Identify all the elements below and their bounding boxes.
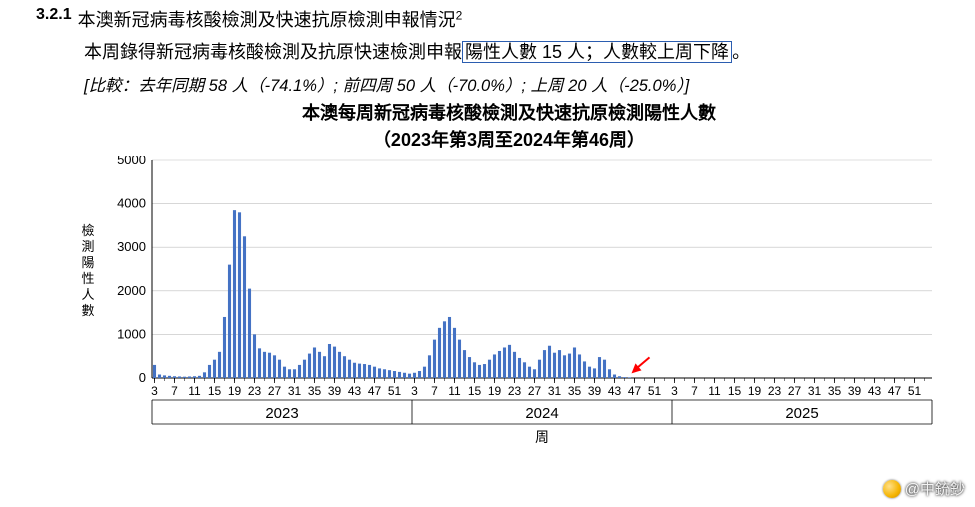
svg-text:7: 7	[171, 384, 178, 398]
svg-text:39: 39	[588, 384, 602, 398]
svg-text:43: 43	[608, 384, 622, 398]
section-title: 本澳新冠病毒核酸檢測及快速抗原檢測申報情況2	[78, 6, 463, 32]
svg-text:數: 數	[81, 303, 94, 318]
svg-text:人: 人	[81, 287, 94, 302]
cmp-lw-n: 20	[568, 77, 586, 95]
svg-text:2000: 2000	[117, 283, 146, 298]
chart-container: 本澳每周新冠病毒核酸檢測及快速抗原檢測陽性人數 （2023年第3周至2024年第…	[74, 100, 944, 480]
svg-text:31: 31	[288, 384, 302, 398]
svg-text:周: 周	[535, 429, 549, 445]
svg-text:11: 11	[708, 384, 721, 398]
svg-text:27: 27	[528, 384, 542, 398]
svg-text:2024: 2024	[525, 405, 558, 422]
svg-text:15: 15	[208, 384, 222, 398]
svg-text:19: 19	[488, 384, 502, 398]
svg-text:11: 11	[188, 384, 201, 398]
svg-text:11: 11	[448, 384, 461, 398]
svg-text:7: 7	[691, 384, 698, 398]
svg-text:31: 31	[548, 384, 562, 398]
cmp-p4-pct: 人（-70.0%）; 上周	[415, 77, 568, 95]
chart-title-line1: 本澳每周新冠病毒核酸檢測及快速抗原檢測陽性人數	[74, 100, 944, 127]
chart-title-line2: （2023年第3周至2024年第46周）	[74, 127, 944, 154]
svg-text:15: 15	[468, 384, 482, 398]
svg-text:35: 35	[828, 384, 842, 398]
svg-text:23: 23	[768, 384, 782, 398]
positive-count: 15	[542, 42, 562, 62]
body-line: 本周錄得新冠病毒核酸檢測及抗原快速檢測申報陽性人數 15 人；人數較上周下降。	[0, 38, 975, 64]
svg-text:1000: 1000	[117, 326, 146, 341]
svg-text:43: 43	[348, 384, 362, 398]
svg-text:35: 35	[568, 384, 582, 398]
svg-text:35: 35	[308, 384, 322, 398]
svg-text:5000: 5000	[117, 156, 146, 167]
svg-text:0: 0	[139, 370, 146, 385]
svg-text:測: 測	[81, 239, 94, 254]
svg-text:51: 51	[388, 384, 402, 398]
svg-text:檢: 檢	[81, 223, 94, 238]
weibo-icon	[883, 480, 901, 498]
box-post: 人；人數較上周下降	[562, 42, 729, 62]
svg-text:47: 47	[368, 384, 382, 398]
svg-text:27: 27	[788, 384, 802, 398]
cmp-ly-pct: 人（-74.1%）; 前四周	[227, 77, 397, 95]
svg-text:47: 47	[628, 384, 642, 398]
bar-chart: 0100020003000400050003711151923273135394…	[74, 156, 944, 486]
body-pre: 本周錄得新冠病毒核酸檢測及抗原快速檢測申報	[84, 42, 462, 62]
svg-text:23: 23	[508, 384, 522, 398]
watermark: @中銃鈔	[883, 478, 965, 499]
comparison-line: [比較：去年同期 58 人（-74.1%）; 前四周 50 人（-70.0%）;…	[0, 72, 975, 96]
svg-text:23: 23	[248, 384, 262, 398]
cmp-ly-n: 58	[209, 77, 227, 95]
section-number: 3.2.1	[0, 6, 78, 24]
box-pre: 陽性人數	[465, 42, 542, 62]
body-tail: 。	[732, 42, 750, 62]
svg-text:43: 43	[868, 384, 882, 398]
svg-text:陽: 陽	[81, 255, 94, 270]
svg-text:27: 27	[268, 384, 282, 398]
section-title-text: 本澳新冠病毒核酸檢測及快速抗原檢測申報情況	[78, 10, 456, 30]
cmp-p4-n: 50	[397, 77, 415, 95]
cmp-open: [比較：去年同期	[84, 77, 209, 95]
svg-text:47: 47	[888, 384, 902, 398]
svg-text:39: 39	[328, 384, 342, 398]
svg-text:51: 51	[648, 384, 662, 398]
svg-text:31: 31	[808, 384, 822, 398]
svg-text:3: 3	[671, 384, 678, 398]
svg-text:7: 7	[431, 384, 438, 398]
svg-text:4000: 4000	[117, 196, 146, 211]
svg-text:19: 19	[748, 384, 762, 398]
svg-text:3000: 3000	[117, 239, 146, 254]
svg-text:39: 39	[848, 384, 862, 398]
cmp-lw-pct: 人（-25.0%）]	[587, 77, 690, 95]
watermark-text: @中銃鈔	[905, 478, 965, 499]
svg-text:性: 性	[81, 271, 94, 286]
svg-text:15: 15	[728, 384, 742, 398]
svg-text:51: 51	[908, 384, 922, 398]
svg-text:3: 3	[411, 384, 418, 398]
svg-text:3: 3	[151, 384, 158, 398]
chart-title: 本澳每周新冠病毒核酸檢測及快速抗原檢測陽性人數 （2023年第3周至2024年第…	[74, 100, 944, 154]
footnote-mark: 2	[456, 9, 463, 23]
highlight-box: 陽性人數 15 人；人數較上周下降	[462, 41, 732, 63]
svg-text:2025: 2025	[785, 405, 818, 422]
svg-text:2023: 2023	[265, 405, 298, 422]
svg-text:19: 19	[228, 384, 242, 398]
